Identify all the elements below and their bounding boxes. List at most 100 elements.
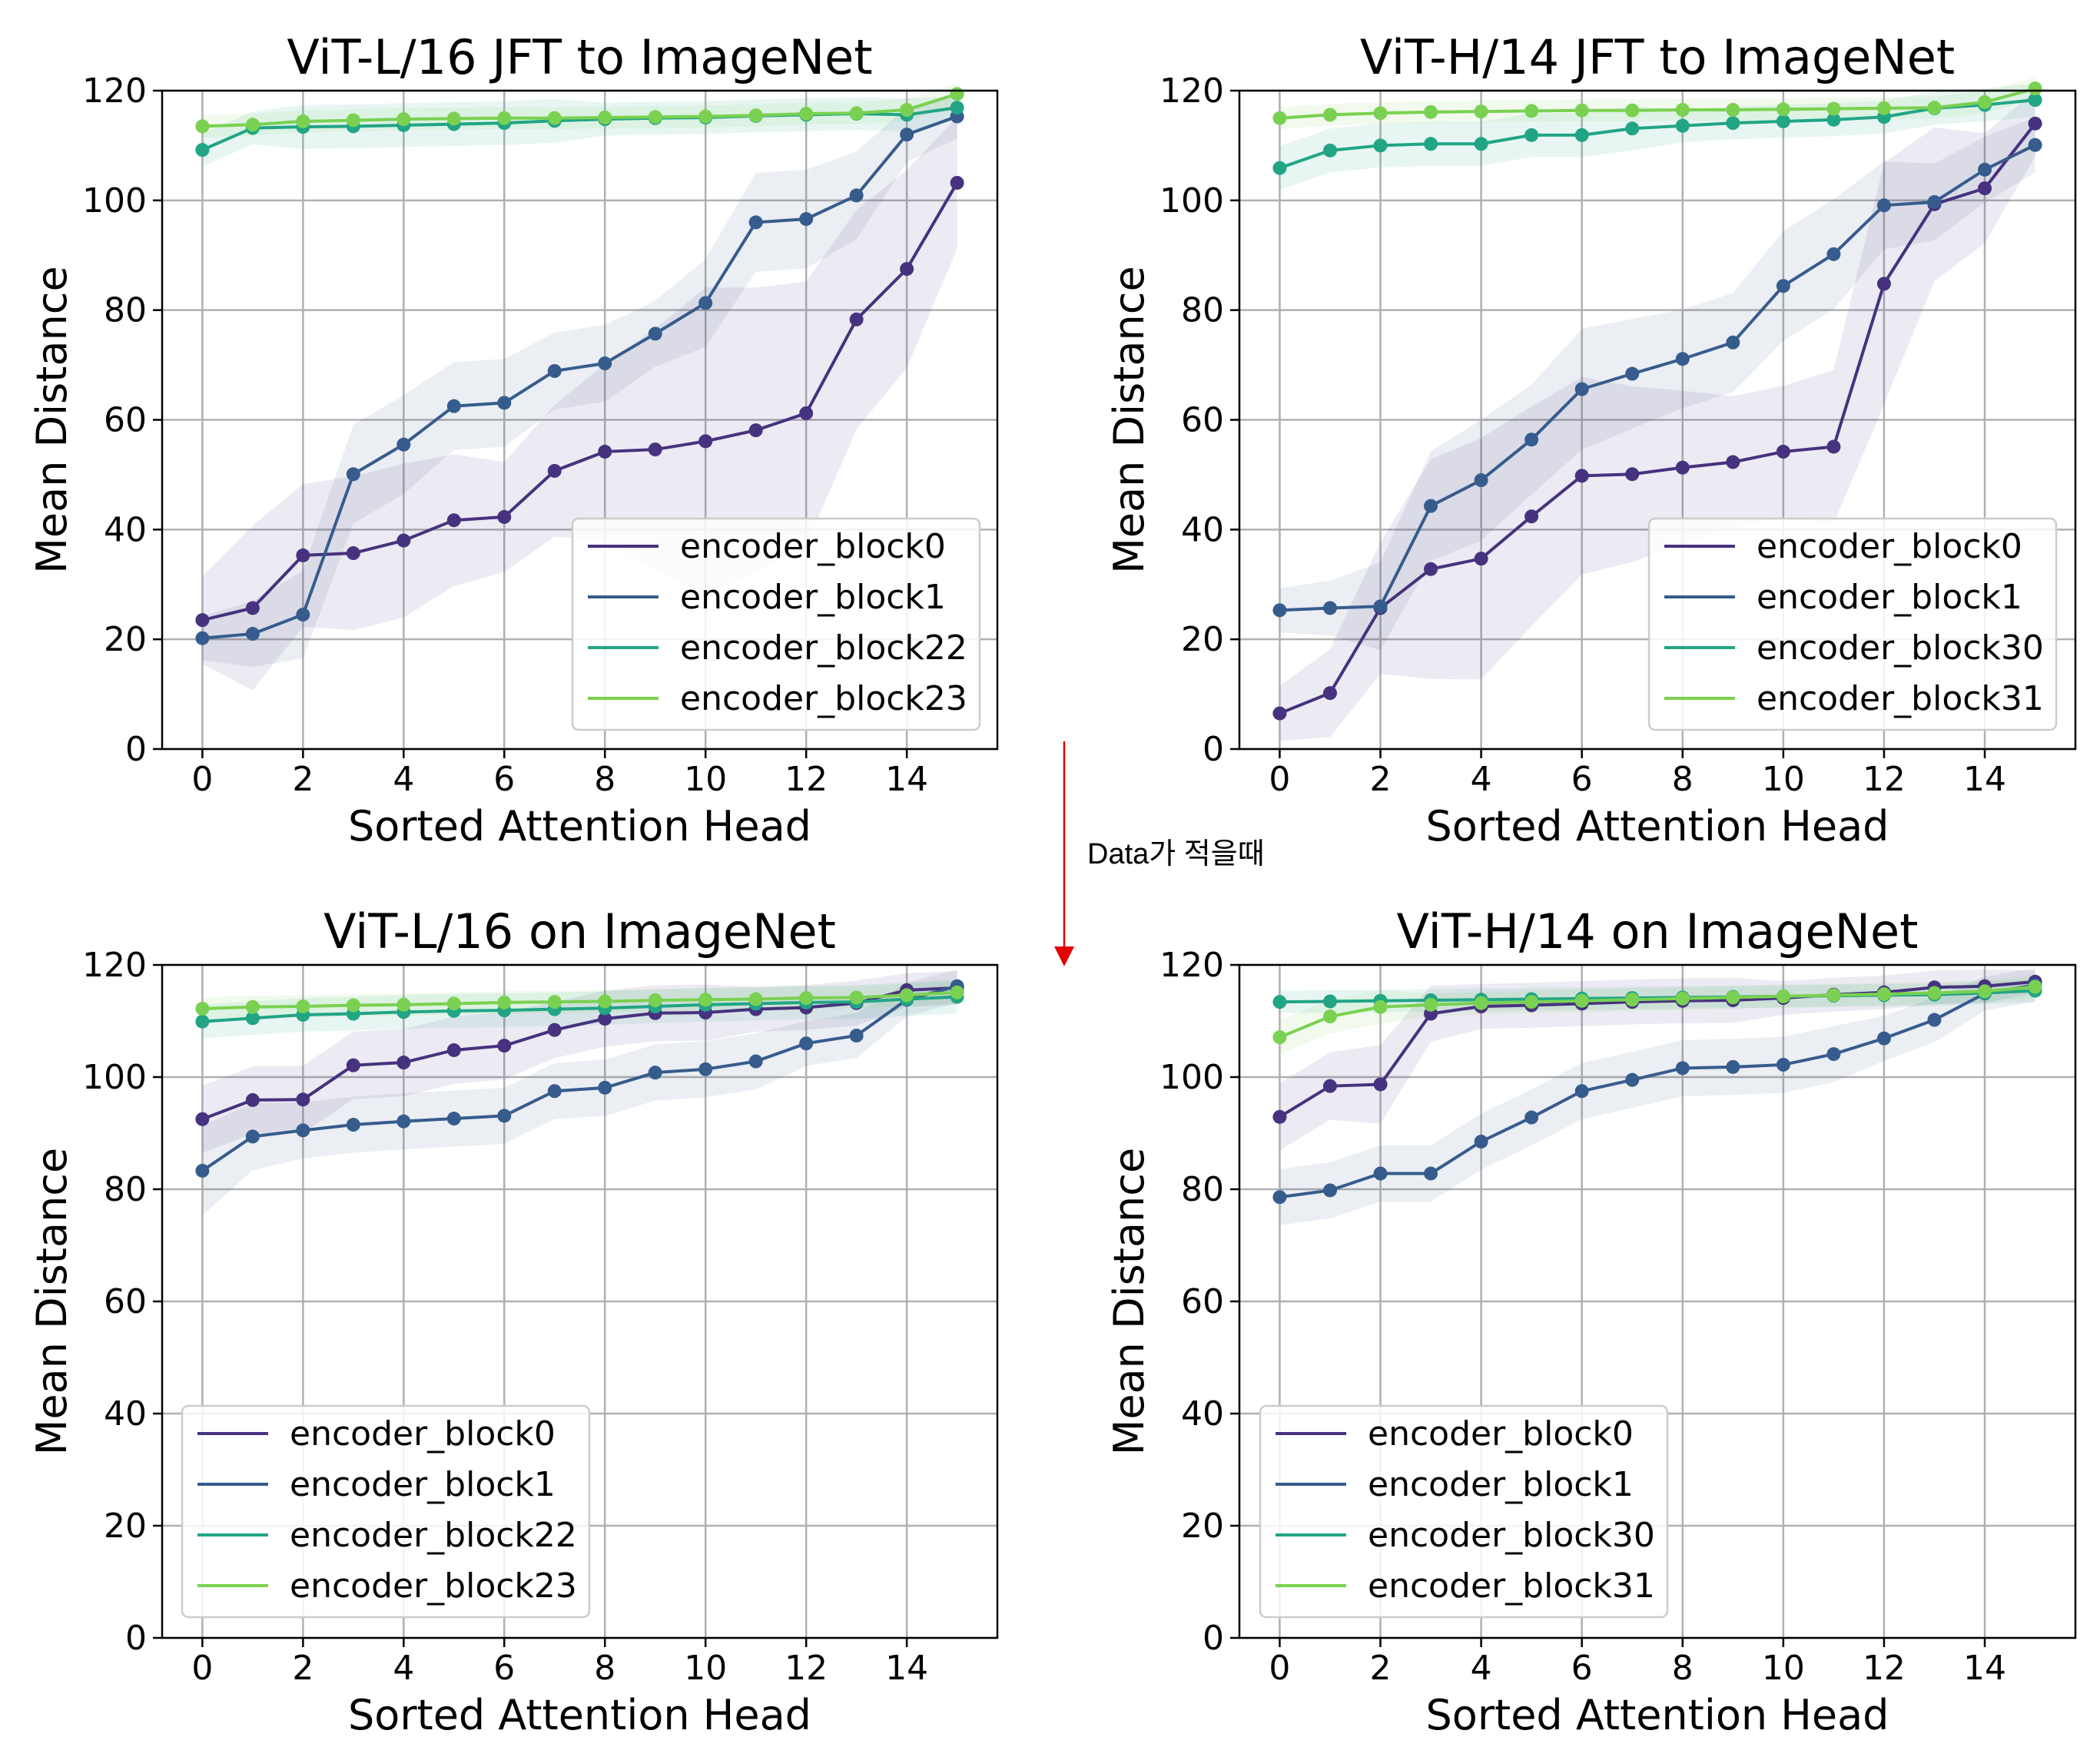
- data-point-encoder_block23-12: [799, 991, 814, 1006]
- y-axis-label: Mean Distance: [1105, 1148, 1153, 1455]
- series-line-encoder_block1: [1279, 983, 2035, 1199]
- legend-label-encoder_block30: encoder_block30: [1368, 1516, 1655, 1555]
- data-point-encoder_block31-2: [1373, 106, 1388, 121]
- data-point-encoder_block31-6: [1574, 103, 1589, 118]
- y-tick-label: 80: [1181, 291, 1224, 330]
- x-tick-label: 2: [1370, 1649, 1392, 1688]
- data-point-encoder_block23-11: [748, 992, 763, 1006]
- data-point-encoder_block23-0: [195, 119, 210, 134]
- series-line-encoder_block0: [1279, 980, 2035, 1119]
- data-point-encoder_block31-12: [1876, 101, 1891, 115]
- data-point-encoder_block1-4: [396, 437, 411, 452]
- data-point-encoder_block1-3: [1424, 1166, 1438, 1181]
- data-point-encoder_block22-0: [195, 1014, 210, 1029]
- data-point-encoder_block1-3: [346, 467, 360, 482]
- data-point-encoder_block23-1: [245, 999, 260, 1014]
- x-tick-label: 0: [1269, 760, 1290, 799]
- data-point-encoder_block1-1: [1322, 601, 1337, 615]
- data-point-encoder_block0-2: [296, 548, 310, 562]
- data-point-encoder_block1-14: [1978, 162, 1992, 177]
- data-point-encoder_block30-4: [1474, 137, 1488, 151]
- data-point-encoder_block1-12: [799, 1036, 814, 1051]
- x-tick-label: 6: [1571, 1649, 1593, 1688]
- legend-label-encoder_block23: encoder_block23: [290, 1566, 577, 1606]
- series-band-encoder_block23: [202, 83, 957, 138]
- data-point-encoder_block31-8: [1675, 102, 1690, 117]
- x-tick-label: 10: [1762, 1649, 1805, 1688]
- data-point-encoder_block31-12: [1876, 986, 1891, 1001]
- y-tick-label: 20: [1181, 620, 1224, 659]
- data-point-encoder_block1-4: [1474, 1134, 1488, 1149]
- data-point-encoder_block0-4: [396, 533, 411, 548]
- y-tick-label: 20: [1181, 1507, 1224, 1546]
- data-point-encoder_block1-12: [799, 212, 814, 227]
- data-point-encoder_block1-2: [296, 1123, 310, 1138]
- data-point-encoder_block1-5: [446, 1112, 461, 1126]
- y-tick-label: 100: [1159, 1058, 1224, 1097]
- series-line-encoder_block31: [1279, 87, 2036, 120]
- data-point-encoder_block1-5: [446, 399, 461, 413]
- y-tick-label: 80: [104, 1170, 147, 1209]
- y-tick-label: 120: [82, 71, 147, 111]
- data-point-encoder_block1-11: [1826, 1047, 1841, 1062]
- data-point-encoder_block23-7: [547, 995, 562, 1009]
- data-point-encoder_block23-14: [900, 102, 914, 117]
- y-tick-label: 40: [104, 1394, 147, 1434]
- x-tick-label: 6: [493, 760, 515, 799]
- data-point-encoder_block1-1: [245, 1129, 260, 1144]
- chart-title: ViT-L/16 JFT to ImageNet: [287, 29, 872, 85]
- data-point-encoder_block1-13: [849, 1028, 864, 1043]
- series-line-encoder_block0: [1279, 122, 2037, 715]
- chart-panel-0: 0 2 4 6 8 10 12 14 0 20 40 60 80 100 120 ViT-L/16 JFT t…: [28, 29, 999, 850]
- data-point-encoder_block1-12: [1876, 198, 1891, 213]
- data-point-encoder_block31-14: [1978, 984, 1992, 999]
- legend-label-encoder_block22: encoder_block22: [680, 628, 967, 668]
- legend-box: [1647, 517, 2058, 731]
- data-point-encoder_block0-0: [1272, 706, 1287, 721]
- data-point-encoder_block31-9: [1726, 102, 1740, 117]
- data-point-encoder_block1-8: [1675, 1061, 1690, 1076]
- data-point-encoder_block0-7: [1625, 467, 1640, 482]
- data-point-encoder_block1-5: [1524, 433, 1539, 447]
- y-tick-label: 40: [1181, 1394, 1224, 1434]
- data-point-encoder_block0-6: [1574, 469, 1589, 483]
- x-tick-label: 0: [191, 1649, 213, 1688]
- data-point-encoder_block0-10: [1776, 444, 1790, 459]
- y-tick-label: 60: [1181, 1282, 1224, 1321]
- data-point-encoder_block0-4: [396, 1056, 411, 1070]
- data-point-encoder_block1-3: [346, 1118, 360, 1132]
- y-tick-label: 100: [1159, 181, 1224, 220]
- data-point-encoder_block1-4: [1474, 473, 1488, 488]
- data-point-encoder_block23-14: [900, 988, 914, 1003]
- data-point-encoder_block31-13: [1927, 986, 1942, 1000]
- data-point-encoder_block1-13: [1927, 1013, 1942, 1027]
- y-tick-label: 100: [82, 181, 147, 220]
- legend-label-encoder_block1: encoder_block1: [1757, 578, 2022, 617]
- data-point-encoder_block30-3: [1424, 137, 1438, 151]
- data-point-encoder_block23-2: [296, 114, 310, 128]
- y-tick-label: 40: [104, 510, 147, 549]
- data-point-encoder_block30-1: [1322, 143, 1337, 157]
- data-point-encoder_block1-8: [598, 1080, 612, 1095]
- series-band-encoder_block1: [1279, 117, 2035, 651]
- data-point-encoder_block1-9: [1726, 335, 1740, 350]
- x-tick-label: 2: [1370, 760, 1392, 799]
- x-tick-label: 10: [1762, 760, 1805, 799]
- x-tick-label: 14: [885, 760, 928, 799]
- data-point-encoder_block30-11: [1826, 112, 1841, 127]
- data-point-encoder_block23-0: [195, 1001, 210, 1016]
- y-tick-label: 60: [1181, 401, 1224, 440]
- data-point-encoder_block0-5: [446, 513, 461, 528]
- series-band-encoder_block0: [1279, 969, 2035, 1151]
- data-point-encoder_block23-2: [296, 999, 310, 1014]
- data-point-encoder_block1-8: [598, 356, 612, 370]
- data-point-encoder_block1-8: [1675, 352, 1690, 366]
- data-point-encoder_block0-0: [1272, 1109, 1287, 1124]
- data-point-encoder_block1-7: [547, 1084, 562, 1099]
- y-tick-label: 40: [1181, 510, 1224, 549]
- series-line-encoder_block22: [202, 995, 957, 1023]
- x-tick-label: 0: [191, 760, 213, 799]
- y-tick-label: 20: [104, 620, 147, 659]
- data-point-encoder_block1-1: [245, 627, 260, 641]
- x-tick-label: 0: [1269, 1649, 1290, 1688]
